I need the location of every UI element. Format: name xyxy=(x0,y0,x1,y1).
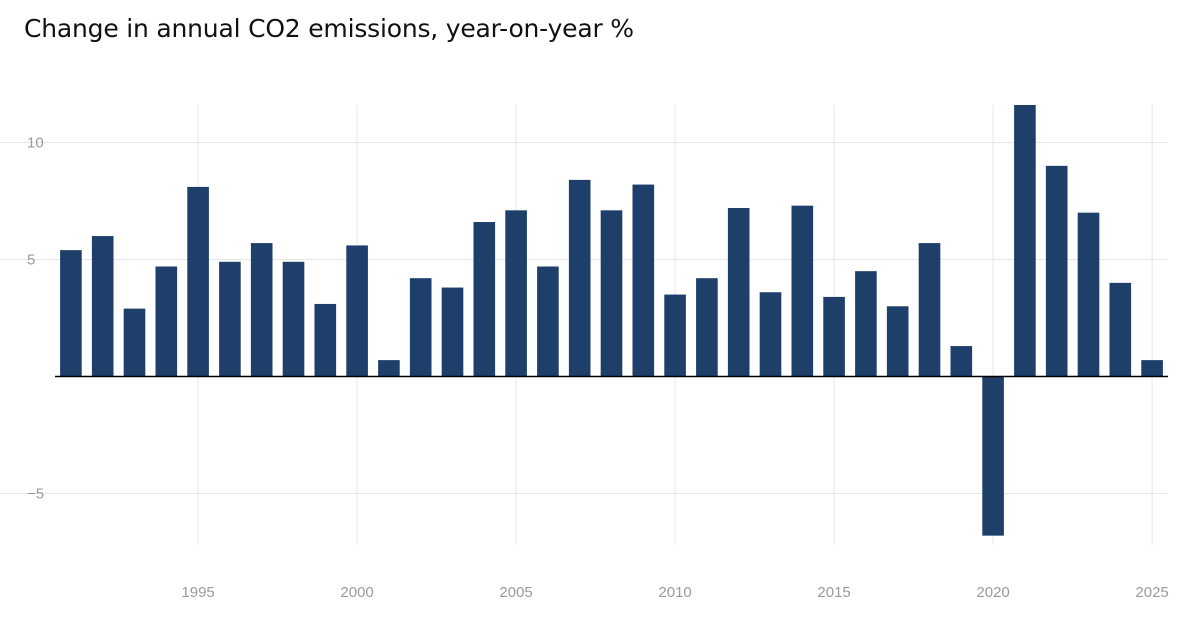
x-tick-label: 2025 xyxy=(1135,584,1168,601)
bar-2006 xyxy=(537,266,559,377)
bar-2011 xyxy=(696,278,718,377)
bar-2017 xyxy=(886,306,909,377)
bar-2015 xyxy=(823,296,845,377)
bar-2024 xyxy=(1109,282,1132,377)
x-tick-label: 2005 xyxy=(499,584,532,601)
bar-1995 xyxy=(187,186,209,377)
bar-1996 xyxy=(219,261,241,377)
bar-1993 xyxy=(123,308,146,377)
bar-2013 xyxy=(759,292,782,377)
bar-2020 xyxy=(982,376,1004,536)
bar-2023 xyxy=(1077,212,1100,377)
bar-2008 xyxy=(600,210,623,377)
bars xyxy=(60,105,1163,536)
chart-subtitle: Change in annual CO2 emissions, year-on-… xyxy=(24,14,634,43)
bar-2000 xyxy=(346,245,368,377)
bar-1992 xyxy=(91,236,114,377)
bar-1997 xyxy=(250,243,273,377)
bar-2021 xyxy=(1014,105,1036,377)
bar-2014 xyxy=(791,205,814,377)
bar-2019 xyxy=(950,346,973,377)
bar-2001 xyxy=(378,360,400,377)
y-tick-label: 10 xyxy=(27,134,44,151)
bar-1999 xyxy=(314,303,337,377)
x-tick-label: 1995 xyxy=(181,584,214,601)
x-tick-label: 2015 xyxy=(817,584,850,601)
bar-2025 xyxy=(1141,360,1163,377)
x-tick-label: 2020 xyxy=(976,584,1009,601)
bar-2005 xyxy=(505,210,527,377)
bar-1998 xyxy=(282,261,305,377)
y-tick-label: −5 xyxy=(27,486,44,503)
x-tick-label: 2000 xyxy=(340,584,373,601)
bar-2003 xyxy=(441,287,464,377)
bar-2010 xyxy=(664,294,686,377)
bar-2007 xyxy=(568,179,591,377)
y-tick-label: 5 xyxy=(27,251,35,268)
bar-2004 xyxy=(473,222,496,377)
bar-1994 xyxy=(155,266,178,377)
bar-2009 xyxy=(632,184,655,377)
bar-2022 xyxy=(1045,165,1068,377)
bar-2012 xyxy=(727,207,750,377)
axes: −5 5 10 1995 2000 2005 2010 2015 2020 2025 xyxy=(27,134,1169,601)
bar-2016 xyxy=(855,271,877,377)
bar-2002 xyxy=(409,278,432,377)
bar-1991 xyxy=(60,250,82,377)
bar-2018 xyxy=(918,243,941,377)
x-tick-label: 2010 xyxy=(658,584,691,601)
